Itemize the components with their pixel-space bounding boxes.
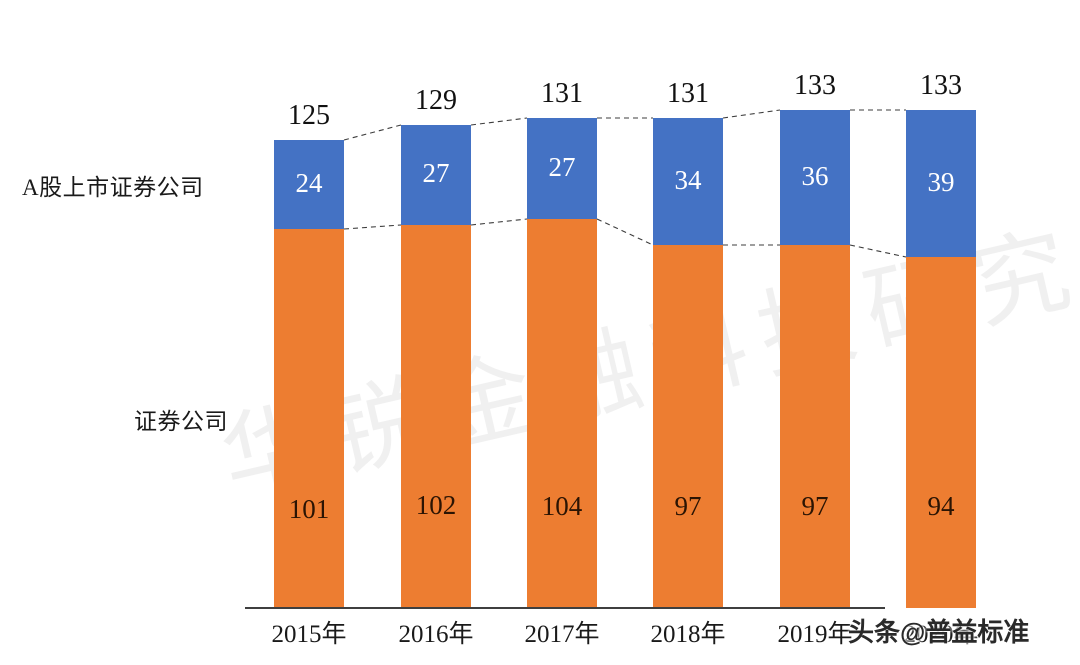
bar-segment-securities-2019[interactable]: 97 bbox=[780, 245, 850, 608]
bar-total-label-2019: 133 bbox=[794, 70, 836, 101]
bar-total-label-2018: 131 bbox=[667, 78, 709, 109]
connector-top-2015-2016 bbox=[343, 124, 402, 141]
bar-group-2017[interactable]: 131 27 104 bbox=[527, 78, 597, 608]
bar-segment-securities-2015[interactable]: 101 bbox=[274, 229, 344, 608]
bar-segment-securities-2020[interactable]: 94 bbox=[906, 257, 976, 608]
x-tick-2019: 2019年 bbox=[777, 621, 853, 648]
series-label-listed-securities: A股上市证券公司 bbox=[22, 175, 204, 200]
bar-segment-listed-2016[interactable]: 27 bbox=[401, 125, 471, 225]
connector-top-2016-2017 bbox=[470, 117, 528, 126]
bar-value-securities-2020: 94 bbox=[927, 491, 955, 521]
bar-value-listed-2019: 36 bbox=[801, 161, 829, 191]
connector-top-2018-2019 bbox=[722, 109, 781, 119]
bar-segment-listed-2020[interactable]: 39 bbox=[906, 110, 976, 257]
bar-segment-listed-2015[interactable]: 24 bbox=[274, 140, 344, 229]
bar-total-label-2015: 125 bbox=[288, 100, 330, 131]
bar-value-securities-2019: 97 bbox=[801, 491, 829, 521]
bar-value-listed-2017: 27 bbox=[548, 152, 576, 182]
bar-segment-listed-2018[interactable]: 34 bbox=[653, 118, 723, 245]
bar-value-securities-2016: 102 bbox=[415, 490, 457, 520]
series-label-securities: 证券公司 bbox=[134, 409, 228, 434]
bar-value-listed-2018: 34 bbox=[674, 165, 702, 195]
bar-total-label-2016: 129 bbox=[415, 85, 457, 116]
bar-total-label-2017: 131 bbox=[541, 78, 583, 109]
bar-value-securities-2017: 104 bbox=[541, 491, 583, 521]
bar-value-listed-2015: 24 bbox=[295, 168, 323, 198]
bar-value-listed-2016: 27 bbox=[422, 158, 450, 188]
bar-group-2016[interactable]: 129 27 102 bbox=[401, 85, 471, 608]
corner-watermark: 头条@普益标准 bbox=[848, 617, 1030, 647]
bar-group-2020[interactable]: 133 39 94 bbox=[906, 70, 976, 608]
bar-value-securities-2018: 97 bbox=[674, 491, 702, 521]
x-tick-2016: 2016年 bbox=[398, 621, 474, 648]
bar-segment-securities-2017[interactable]: 104 bbox=[527, 219, 597, 608]
connector-mid-2015-2016 bbox=[343, 224, 402, 230]
bar-group-2018[interactable]: 131 34 97 bbox=[653, 78, 723, 608]
x-tick-2020: 2020年 bbox=[903, 621, 979, 648]
bar-group-2019[interactable]: 133 36 97 bbox=[780, 70, 850, 608]
x-tick-2017: 2017年 bbox=[524, 621, 600, 648]
connector-mid-2016-2017 bbox=[470, 218, 528, 226]
bar-segment-securities-2016[interactable]: 102 bbox=[401, 225, 471, 608]
x-tick-2018: 2018年 bbox=[650, 621, 726, 648]
bar-segment-listed-2017[interactable]: 27 bbox=[527, 118, 597, 219]
bar-segment-listed-2019[interactable]: 36 bbox=[780, 110, 850, 245]
bar-total-label-2020: 133 bbox=[920, 70, 962, 101]
bar-segment-securities-2018[interactable]: 97 bbox=[653, 245, 723, 608]
bar-value-listed-2020: 39 bbox=[927, 167, 955, 197]
x-tick-2015: 2015年 bbox=[271, 621, 347, 648]
bar-group-2015[interactable]: 125 24 101 bbox=[274, 100, 344, 608]
bar-value-securities-2015: 101 bbox=[288, 494, 330, 524]
x-axis-line bbox=[245, 607, 885, 609]
connector-mid-2019-2020 bbox=[849, 244, 907, 258]
connector-mid-2017-2018 bbox=[596, 218, 654, 246]
